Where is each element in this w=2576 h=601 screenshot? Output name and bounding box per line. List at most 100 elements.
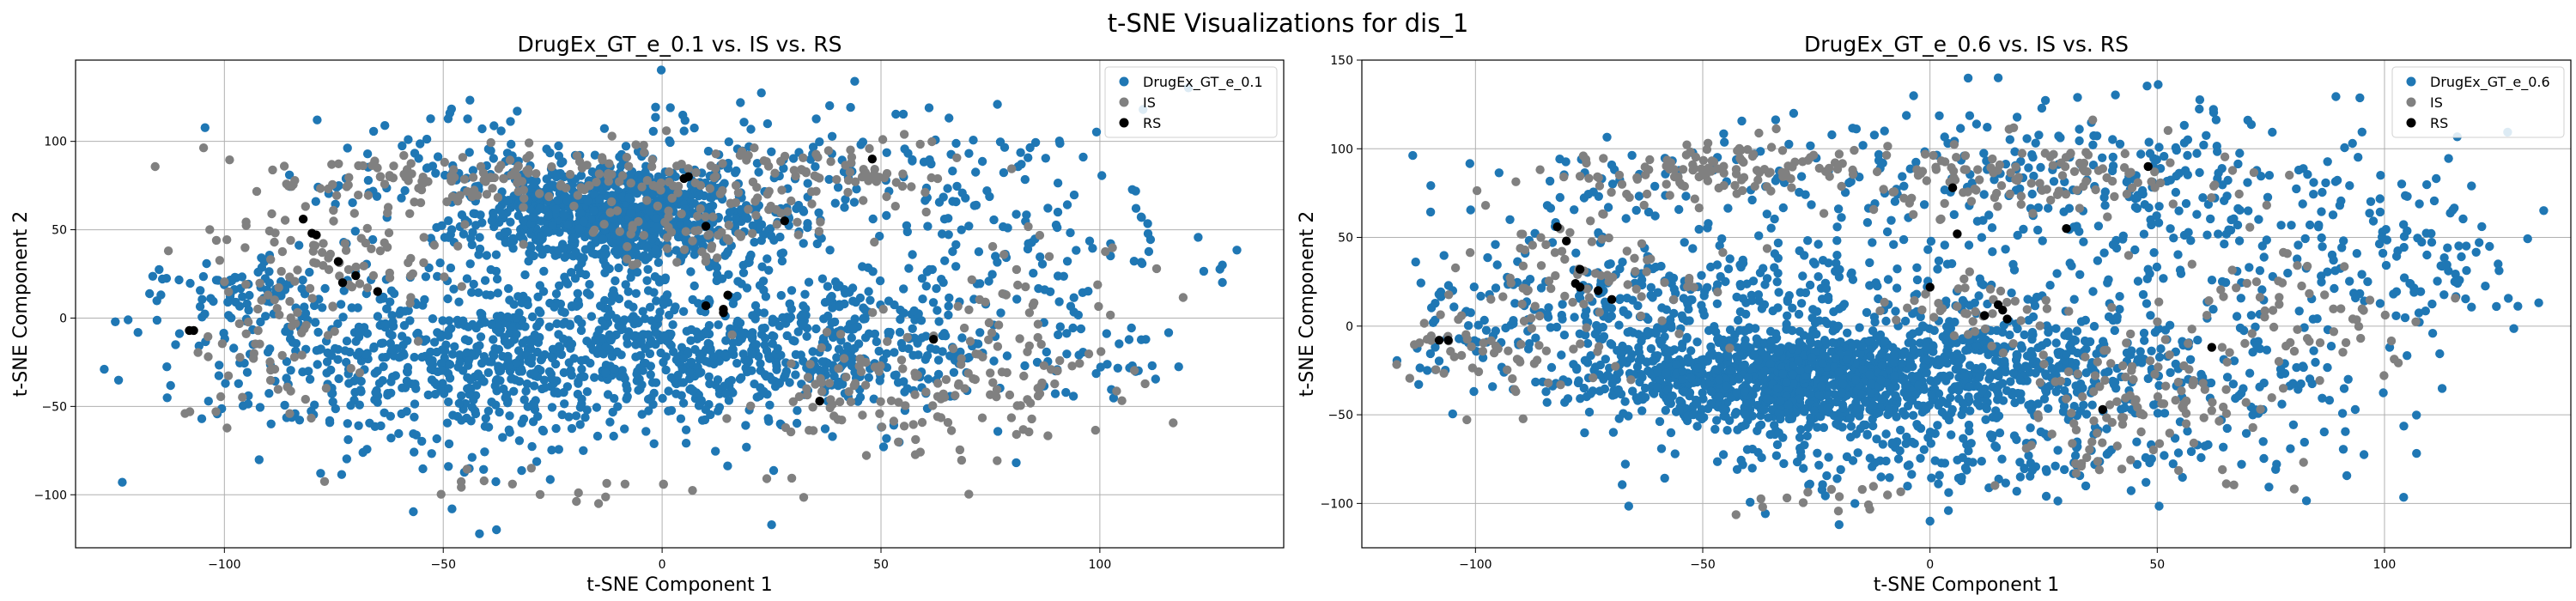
data-point xyxy=(1672,360,1681,369)
data-point xyxy=(363,191,374,200)
data-point xyxy=(421,272,431,282)
data-point xyxy=(414,154,423,163)
data-point xyxy=(1733,355,1742,365)
data-point xyxy=(1715,355,1724,364)
data-point xyxy=(746,124,756,134)
data-point xyxy=(874,346,884,356)
data-point xyxy=(2063,331,2073,341)
data-point xyxy=(1112,386,1121,396)
legend-marker xyxy=(1119,76,1129,87)
data-point xyxy=(380,319,390,329)
data-point xyxy=(2156,344,2166,354)
data-point xyxy=(1637,337,1646,346)
data-point xyxy=(198,271,209,282)
data-point xyxy=(605,208,615,217)
data-point xyxy=(999,143,1010,152)
series-RS xyxy=(185,155,939,406)
data-point xyxy=(1715,392,1724,402)
data-point xyxy=(882,210,891,221)
data-point xyxy=(162,393,172,403)
data-point xyxy=(526,338,536,348)
data-point xyxy=(417,436,427,446)
data-point xyxy=(388,317,398,327)
data-point xyxy=(957,354,966,363)
data-point xyxy=(301,394,310,404)
data-point xyxy=(467,452,477,462)
data-point xyxy=(1174,362,1183,372)
data-point xyxy=(1646,343,1656,354)
data-point xyxy=(477,124,487,134)
data-point xyxy=(847,333,856,343)
data-point xyxy=(1795,366,1805,375)
data-point xyxy=(2159,274,2168,283)
data-point xyxy=(915,447,926,457)
data-point xyxy=(705,184,714,193)
data-point xyxy=(791,171,800,181)
data-point xyxy=(921,207,931,217)
y-tick-label: 0 xyxy=(59,312,67,325)
data-point xyxy=(567,370,576,380)
data-point xyxy=(1674,405,1684,415)
data-point xyxy=(841,373,851,382)
data-point xyxy=(412,330,422,339)
data-point xyxy=(491,250,501,259)
data-point xyxy=(512,358,521,367)
data-point xyxy=(473,288,483,297)
data-point xyxy=(370,395,380,404)
data-point xyxy=(681,439,691,448)
data-point xyxy=(255,339,264,349)
data-point xyxy=(1137,258,1147,269)
data-point xyxy=(286,366,295,375)
data-point xyxy=(418,173,428,182)
data-point xyxy=(312,230,321,240)
data-point xyxy=(841,195,850,204)
data-point xyxy=(1093,280,1103,289)
data-point xyxy=(1066,301,1076,311)
data-point xyxy=(814,208,823,217)
data-point xyxy=(387,331,397,340)
data-point xyxy=(1649,389,1659,398)
data-point xyxy=(690,123,699,133)
data-point xyxy=(735,150,745,161)
data-point xyxy=(837,416,847,425)
data-point xyxy=(727,330,737,340)
data-point xyxy=(162,362,172,372)
data-point xyxy=(425,357,434,367)
data-point xyxy=(586,214,596,224)
data-point xyxy=(223,297,233,307)
data-point xyxy=(316,344,325,354)
data-point xyxy=(476,210,485,220)
data-point xyxy=(775,378,785,387)
data-point xyxy=(293,307,302,318)
data-point xyxy=(467,191,477,202)
data-point xyxy=(945,293,954,303)
data-point xyxy=(592,403,602,412)
data-point xyxy=(1030,298,1039,307)
data-point xyxy=(544,210,553,221)
data-point xyxy=(1039,361,1049,370)
data-point xyxy=(601,367,611,378)
data-point xyxy=(457,416,466,425)
data-point xyxy=(375,294,385,304)
data-point xyxy=(309,300,319,311)
data-point xyxy=(380,179,390,189)
data-point xyxy=(155,264,164,275)
data-point xyxy=(467,288,477,297)
data-point xyxy=(1024,239,1033,248)
data-point xyxy=(476,332,486,342)
data-point xyxy=(804,277,814,287)
data-point xyxy=(724,235,733,246)
data-point xyxy=(1041,154,1051,163)
x-tick-label: −50 xyxy=(430,558,456,572)
data-point xyxy=(376,338,386,349)
data-point xyxy=(864,287,873,296)
data-point xyxy=(882,191,891,202)
data-point xyxy=(1774,288,1783,297)
data-point xyxy=(567,268,576,277)
data-point xyxy=(828,432,837,441)
data-point xyxy=(686,357,696,367)
data-point xyxy=(835,330,846,339)
data-point xyxy=(1804,389,1814,399)
data-point xyxy=(829,411,839,421)
data-point xyxy=(243,399,253,409)
